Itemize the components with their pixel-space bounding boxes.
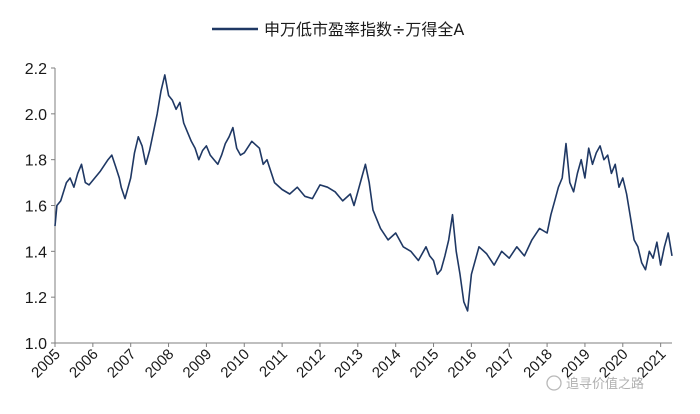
y-tick-label: 1.4 bbox=[25, 244, 47, 261]
legend-label: 申万低市盈率指数÷万得全A bbox=[264, 20, 464, 39]
x-tick-label: 2015 bbox=[407, 346, 443, 382]
x-tick-label: 2009 bbox=[180, 346, 216, 382]
y-tick-label: 1.6 bbox=[25, 199, 47, 216]
x-tick-label: 2012 bbox=[293, 346, 329, 382]
x-axis-ticks: 2005 2006 2007 2008 2009 2010 2011 2012 2013 2014… bbox=[28, 343, 669, 381]
watermark: 追寻价值之路 bbox=[546, 375, 644, 392]
x-tick-label: 2011 bbox=[256, 346, 291, 381]
y-tick-label: 1.2 bbox=[25, 290, 47, 307]
y-tick-label: 1.8 bbox=[25, 153, 47, 170]
y-axis-ticks: 1.0 1.2 1.4 1.6 1.8 2.0 2.2 bbox=[25, 61, 55, 353]
x-tick-label: 2016 bbox=[445, 346, 481, 382]
y-tick-label: 2.2 bbox=[25, 61, 47, 78]
x-tick-label: 2007 bbox=[104, 346, 140, 382]
wechat-icon bbox=[546, 375, 562, 391]
x-tick-label: 2013 bbox=[331, 346, 367, 382]
y-tick-label: 2.0 bbox=[25, 107, 47, 124]
series-line bbox=[54, 74, 673, 312]
x-tick-label: 2010 bbox=[217, 346, 253, 382]
legend: 申万低市盈率指数÷万得全A bbox=[212, 20, 464, 39]
watermark-text: 追寻价值之路 bbox=[566, 376, 644, 392]
x-tick-label: 2014 bbox=[369, 346, 405, 382]
x-tick-label: 2008 bbox=[142, 346, 178, 382]
axes bbox=[54, 68, 672, 344]
x-tick-label: 2018 bbox=[520, 346, 556, 382]
x-tick-label: 2006 bbox=[66, 346, 102, 382]
x-tick-label: 2017 bbox=[482, 346, 518, 382]
y-tick-label: 1.0 bbox=[25, 336, 47, 353]
